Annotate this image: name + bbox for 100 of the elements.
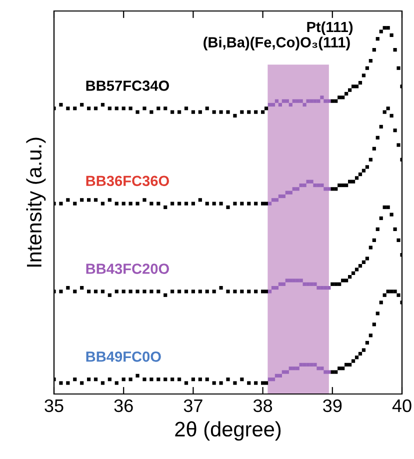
point bbox=[128, 378, 132, 382]
point bbox=[170, 110, 174, 114]
point bbox=[86, 378, 91, 382]
x-tick-label: 38 bbox=[253, 399, 272, 412]
point bbox=[372, 146, 376, 150]
point bbox=[358, 80, 362, 85]
point bbox=[306, 282, 310, 286]
point bbox=[365, 165, 370, 169]
point bbox=[306, 180, 310, 184]
point bbox=[285, 278, 289, 282]
point bbox=[142, 106, 146, 110]
point bbox=[247, 202, 251, 206]
point bbox=[376, 37, 380, 41]
point bbox=[59, 202, 63, 206]
point bbox=[80, 381, 84, 385]
point bbox=[156, 378, 160, 382]
point bbox=[80, 102, 84, 107]
point bbox=[142, 290, 146, 294]
point bbox=[247, 381, 251, 385]
point bbox=[338, 366, 342, 370]
point bbox=[170, 378, 174, 382]
point bbox=[390, 33, 394, 37]
point bbox=[316, 286, 320, 290]
point bbox=[320, 96, 324, 100]
point bbox=[240, 110, 244, 114]
point bbox=[191, 290, 196, 294]
point bbox=[396, 238, 400, 242]
point bbox=[73, 290, 77, 294]
point bbox=[205, 378, 209, 382]
point bbox=[191, 110, 196, 114]
point bbox=[324, 286, 328, 290]
point bbox=[59, 290, 63, 294]
point bbox=[268, 378, 272, 382]
point bbox=[372, 48, 376, 52]
point bbox=[205, 202, 209, 206]
point bbox=[351, 271, 356, 275]
point bbox=[296, 366, 300, 370]
point bbox=[390, 290, 394, 294]
point bbox=[150, 378, 154, 382]
point bbox=[285, 190, 289, 194]
x-axis-title: 2θ (degree) bbox=[175, 421, 281, 441]
point bbox=[362, 348, 366, 352]
point bbox=[362, 74, 366, 78]
x-tick-label: 37 bbox=[184, 399, 202, 412]
point bbox=[393, 128, 397, 132]
point bbox=[100, 381, 105, 385]
point bbox=[150, 110, 154, 114]
point bbox=[73, 202, 77, 206]
point bbox=[278, 282, 282, 286]
point bbox=[233, 114, 237, 118]
x-tick-label: 35 bbox=[44, 399, 64, 412]
point bbox=[379, 216, 383, 220]
point bbox=[390, 114, 394, 118]
point bbox=[254, 381, 258, 385]
point bbox=[348, 275, 352, 279]
point bbox=[358, 352, 362, 356]
point bbox=[264, 381, 268, 385]
point bbox=[108, 378, 112, 382]
point bbox=[379, 124, 383, 129]
point bbox=[73, 106, 77, 110]
point bbox=[296, 99, 300, 103]
point bbox=[66, 286, 70, 290]
point bbox=[274, 99, 279, 103]
point bbox=[327, 99, 331, 103]
annotation: Pt(111) bbox=[307, 21, 353, 36]
point bbox=[66, 198, 70, 202]
point bbox=[184, 290, 188, 294]
point bbox=[282, 282, 286, 286]
point bbox=[338, 183, 342, 188]
point bbox=[226, 378, 230, 382]
point bbox=[94, 290, 98, 294]
point bbox=[393, 48, 397, 52]
point bbox=[254, 290, 258, 294]
point bbox=[260, 381, 265, 385]
point bbox=[344, 362, 348, 367]
point bbox=[296, 278, 300, 282]
point bbox=[254, 202, 258, 206]
point bbox=[386, 290, 390, 294]
point bbox=[240, 378, 244, 382]
point bbox=[368, 246, 372, 250]
point bbox=[212, 290, 216, 294]
point bbox=[396, 66, 400, 70]
point bbox=[240, 202, 244, 206]
point bbox=[338, 96, 342, 100]
series-label: BB49FC0O bbox=[86, 352, 161, 362]
point bbox=[365, 256, 370, 260]
point bbox=[128, 290, 132, 294]
point bbox=[271, 286, 276, 290]
point bbox=[164, 293, 168, 297]
point bbox=[334, 282, 338, 286]
point bbox=[334, 99, 338, 103]
point bbox=[156, 290, 160, 294]
point bbox=[299, 183, 303, 188]
x-tick-label: 40 bbox=[392, 399, 412, 412]
annotation: (Bi,Ba)(Fe,Co)O₃(111) bbox=[204, 36, 350, 50]
point bbox=[327, 187, 331, 191]
point bbox=[376, 312, 380, 316]
point bbox=[390, 212, 394, 216]
point bbox=[80, 198, 84, 202]
point bbox=[128, 106, 132, 110]
